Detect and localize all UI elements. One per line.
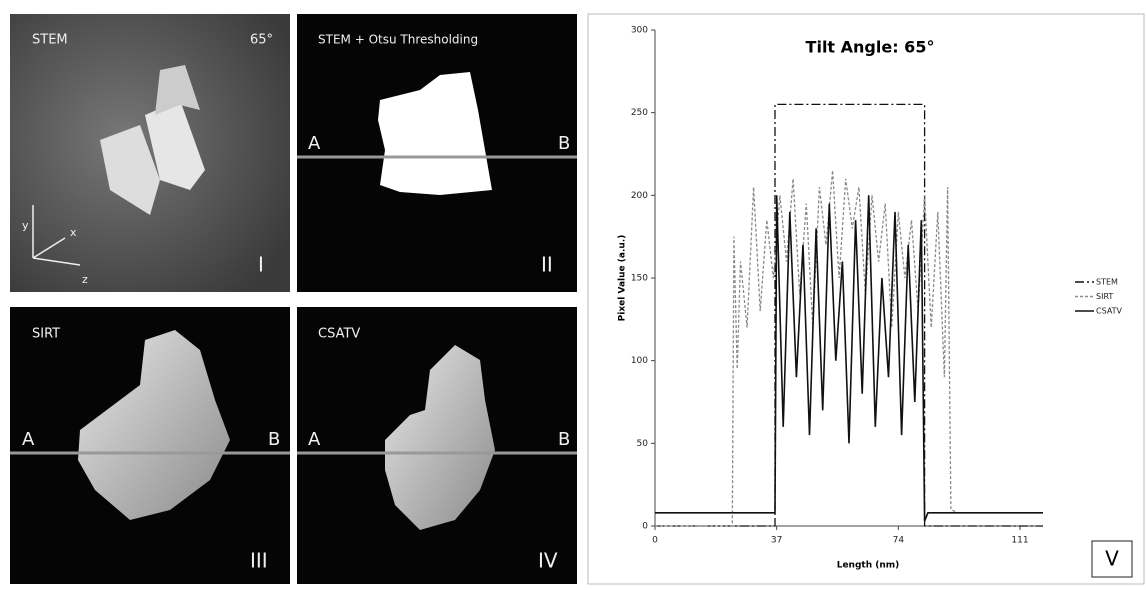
y-tick-label: 50 — [637, 439, 649, 449]
panel-numeral: I — [258, 253, 264, 277]
panel-label-box — [1091, 540, 1133, 578]
y-tick-label: 100 — [631, 356, 648, 366]
panel-title: STEM — [32, 33, 68, 48]
line-end: A — [22, 429, 35, 450]
series-line — [655, 103, 1043, 527]
line-end: A — [308, 429, 321, 450]
x-tick-label: 111 — [1011, 536, 1028, 546]
y-tick-label: 200 — [631, 191, 648, 201]
axis-letter: x — [70, 226, 77, 239]
legend-label: SIRT — [1096, 292, 1113, 301]
y-tick-label: 300 — [631, 26, 648, 36]
y-tick-label: 0 — [642, 522, 648, 532]
line-end: B — [558, 429, 570, 450]
line-end: B — [268, 429, 280, 450]
blob — [145, 100, 205, 190]
panel-numeral: IV — [538, 549, 558, 573]
blob — [155, 65, 200, 115]
y-tick-label: 150 — [631, 274, 648, 284]
line-end: B — [558, 133, 570, 154]
blob — [100, 125, 160, 215]
panel-numeral: II — [541, 253, 553, 277]
x-tick-label: 37 — [771, 536, 782, 546]
legend-label: CSATV — [1096, 307, 1123, 316]
chart-title: Tilt Angle: 65° — [806, 38, 935, 57]
panel-title: SIRT — [32, 327, 60, 342]
series-line — [655, 170, 1043, 527]
axis-letter: z — [82, 273, 88, 286]
blob — [378, 72, 492, 195]
blob — [78, 330, 230, 520]
axis-letter: y — [22, 219, 29, 232]
y-tick-label: 250 — [631, 108, 648, 118]
series-line — [655, 195, 1043, 522]
legend-label: STEM — [1096, 278, 1118, 287]
blob — [385, 345, 495, 530]
y-axis-label: Pixel Value (a.u.) — [618, 235, 628, 322]
panel-numeral: V — [1105, 547, 1119, 571]
panel-angle: 65° — [250, 33, 273, 48]
x-axis-label: Length (nm) — [837, 561, 900, 571]
x-tick-label: 0 — [652, 536, 658, 546]
panel-numeral: III — [250, 549, 268, 573]
panel-title: STEM + Otsu Thresholding — [318, 33, 478, 47]
axes-icon — [32, 205, 81, 266]
panel-title: CSATV — [318, 327, 360, 342]
line-end: A — [308, 133, 321, 154]
x-tick-label: 74 — [893, 536, 905, 546]
